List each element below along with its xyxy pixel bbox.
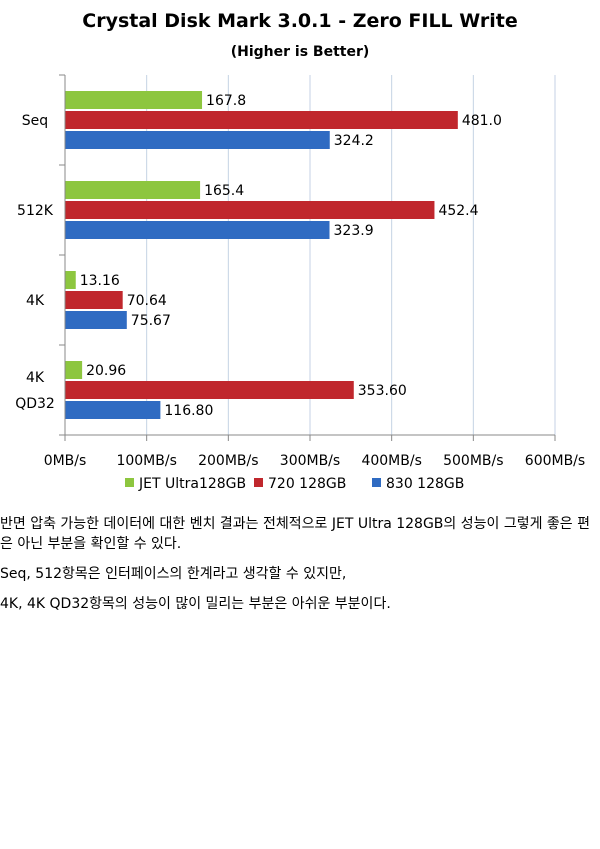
- data-label: 70.64: [127, 293, 167, 309]
- bars: [65, 91, 458, 419]
- category-labels: Seq 512K 4K 4K QD32: [15, 113, 55, 412]
- category-label: 4K: [26, 293, 45, 309]
- legend-label: 830 128GB: [386, 476, 464, 492]
- bar: [65, 181, 201, 199]
- x-tick-labels: 0MB/s 100MB/s 200MB/s 300MB/s 400MB/s 500MB/s…: [44, 453, 586, 469]
- x-tick-label: 500MB/s: [443, 453, 503, 469]
- bar: [65, 221, 330, 239]
- x-tick-label: 600MB/s: [525, 453, 585, 469]
- bar: [65, 201, 435, 219]
- x-tick-label: 0MB/s: [44, 453, 87, 469]
- legend-label: 720 128GB: [268, 476, 346, 492]
- bar: [65, 91, 203, 109]
- category-label: QD32: [15, 396, 55, 412]
- paragraph: Seq, 512항목은 인터페이스의 한계라고 생각할 수 있지만,: [0, 566, 347, 582]
- legend-swatch: [372, 478, 381, 487]
- category-label: Seq: [22, 113, 48, 129]
- data-label: 324.2: [334, 133, 374, 149]
- paragraph: 4K, 4K QD32항목의 성능이 많이 밀리는 부분은 아쉬운 부분이다.: [0, 596, 391, 612]
- data-label: 481.0: [462, 113, 502, 129]
- x-tick-label: 100MB/s: [116, 453, 176, 469]
- data-label: 116.80: [164, 403, 213, 419]
- legend-swatch: [254, 478, 263, 487]
- paragraph: 반면 압축 가능한 데이터에 대한 벤치 결과는 전체적으로 JET Ultra…: [0, 516, 591, 552]
- bar: [65, 361, 83, 379]
- data-label: 452.4: [438, 203, 478, 219]
- data-label: 167.8: [206, 93, 246, 109]
- legend-label: JET Ultra128GB: [138, 476, 246, 492]
- data-label: 20.96: [86, 363, 126, 379]
- data-label: 353.60: [358, 383, 407, 399]
- bar: [65, 401, 161, 419]
- bar: [65, 271, 76, 289]
- x-tick-label: 400MB/s: [361, 453, 421, 469]
- legend-swatch: [125, 478, 134, 487]
- bar: [65, 291, 123, 309]
- data-label: 323.9: [334, 223, 374, 239]
- bar: [65, 111, 458, 129]
- legend: JET Ultra128GB 720 128GB 830 128GB: [125, 476, 464, 492]
- category-label: 4K: [26, 370, 45, 386]
- bar: [65, 381, 354, 399]
- data-label: 165.4: [204, 183, 244, 199]
- bar-chart: Crystal Disk Mark 3.0.1 - Zero FILL Writ…: [15, 10, 586, 492]
- x-tick-label: 200MB/s: [198, 453, 258, 469]
- category-label: 512K: [17, 203, 54, 219]
- chart-title: Crystal Disk Mark 3.0.1 - Zero FILL Writ…: [82, 10, 518, 32]
- article-text: 반면 압축 가능한 데이터에 대한 벤치 결과는 전체적으로 JET Ultra…: [0, 514, 600, 624]
- axes: [59, 74, 556, 441]
- x-tick-label: 300MB/s: [280, 453, 340, 469]
- data-label: 75.67: [131, 313, 171, 329]
- bar: [65, 131, 330, 149]
- chart-subtitle: (Higher is Better): [231, 44, 370, 60]
- data-label: 13.16: [80, 273, 120, 289]
- data-labels: 167.8 481.0 324.2 165.4 452.4 323.9 13.16 70.64…: [80, 93, 502, 419]
- bar: [65, 311, 127, 329]
